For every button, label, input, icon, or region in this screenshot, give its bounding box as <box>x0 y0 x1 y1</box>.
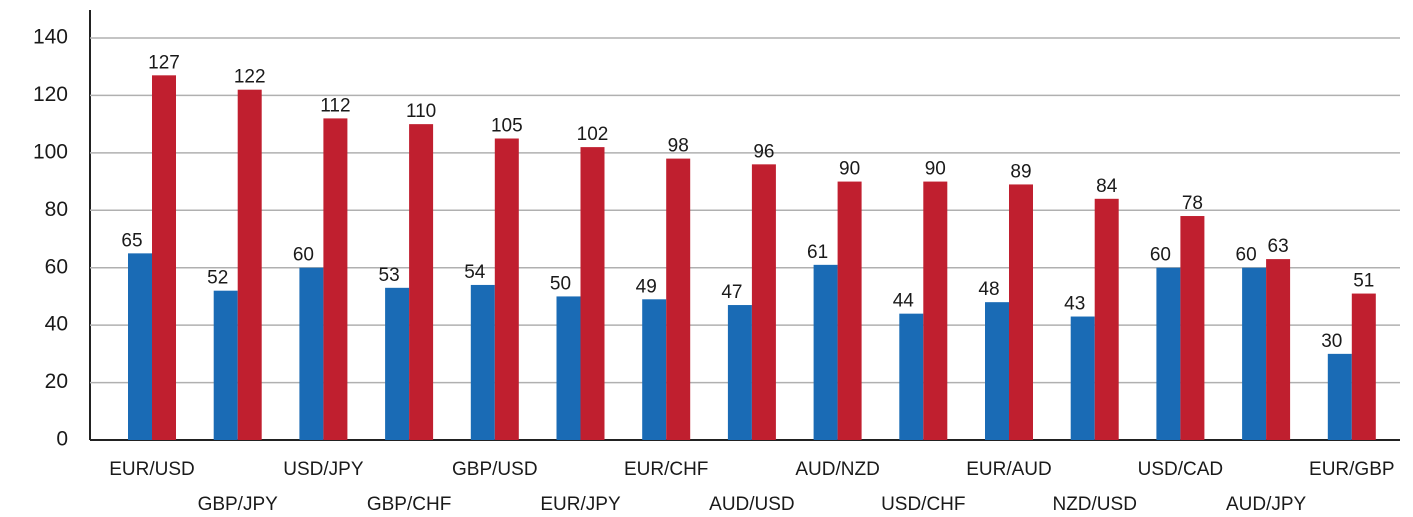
x-tick-label: AUD/JPY <box>1226 494 1307 515</box>
bar <box>1266 259 1291 440</box>
bar <box>1009 184 1033 440</box>
bar <box>1327 353 1352 440</box>
bar <box>751 164 776 441</box>
data-label: 127 <box>148 52 180 73</box>
bar <box>299 267 324 440</box>
bar <box>813 264 838 440</box>
data-label: 102 <box>577 124 609 145</box>
data-label: 44 <box>893 291 915 312</box>
bar <box>1156 267 1181 440</box>
y-tick-label: 60 <box>45 255 68 278</box>
bar <box>323 118 348 441</box>
x-tick-label: EUR/CHF <box>624 459 708 480</box>
data-label: 110 <box>406 101 436 122</box>
bar <box>985 302 1009 440</box>
data-label: 78 <box>1182 193 1203 214</box>
x-tick-label: EUR/JPY <box>540 494 621 515</box>
bar <box>470 284 495 440</box>
bar <box>1094 198 1119 440</box>
data-label: 30 <box>1321 331 1342 352</box>
data-label: 60 <box>1150 245 1171 266</box>
y-tick-label: 40 <box>45 313 68 336</box>
bar <box>899 313 924 440</box>
y-tick-label: 100 <box>33 140 68 163</box>
bar <box>727 305 752 440</box>
data-label: 84 <box>1096 176 1118 197</box>
x-tick-label: GBP/USD <box>452 459 538 480</box>
x-tick-label: GBP/JPY <box>198 494 279 515</box>
x-tick-label: AUD/NZD <box>795 459 879 480</box>
bar <box>409 124 434 441</box>
data-label: 112 <box>320 95 350 116</box>
bar <box>385 287 410 440</box>
x-tick-label: EUR/AUD <box>966 459 1052 480</box>
y-tick-label: 140 <box>33 26 68 49</box>
data-label: 48 <box>978 279 999 300</box>
data-label: 90 <box>925 159 946 180</box>
data-label: 51 <box>1353 271 1374 292</box>
x-tick-label: EUR/USD <box>109 459 195 480</box>
data-label: 47 <box>721 282 742 303</box>
data-label: 90 <box>839 159 860 180</box>
data-label: 98 <box>668 136 689 157</box>
data-label: 60 <box>1236 245 1257 266</box>
data-label: 105 <box>491 116 523 137</box>
data-label: 53 <box>379 265 400 286</box>
bar <box>213 290 238 440</box>
x-tick-label: AUD/USD <box>709 494 795 515</box>
y-tick-label: 80 <box>45 198 68 221</box>
bar <box>494 138 519 440</box>
bar <box>1242 267 1267 440</box>
x-tick-label: USD/CHF <box>881 494 965 515</box>
x-tick-label: USD/CAD <box>1138 459 1224 480</box>
data-label: 89 <box>1010 161 1031 182</box>
data-label: 122 <box>234 67 266 88</box>
data-label: 65 <box>121 230 142 251</box>
bar <box>556 296 581 440</box>
bar <box>837 181 862 441</box>
bar <box>152 75 176 440</box>
bar <box>580 147 605 440</box>
x-tick-label: USD/JPY <box>283 459 364 480</box>
bar <box>1351 293 1376 440</box>
y-tick-label: 0 <box>56 428 68 451</box>
y-tick-label: 120 <box>33 83 68 106</box>
data-label: 50 <box>550 273 571 294</box>
bar <box>1070 316 1095 440</box>
bar <box>642 299 667 440</box>
x-tick-label: NZD/USD <box>1052 494 1136 515</box>
data-label: 52 <box>207 268 228 289</box>
data-label: 63 <box>1268 236 1289 257</box>
y-tick-label: 20 <box>45 370 68 393</box>
data-label: 60 <box>293 245 314 266</box>
data-label: 61 <box>807 242 828 263</box>
data-label: 54 <box>464 262 486 283</box>
bar <box>237 89 262 440</box>
x-tick-label: GBP/CHF <box>367 494 451 515</box>
x-tick-label: EUR/GBP <box>1309 459 1395 480</box>
bar <box>923 181 948 441</box>
data-label: 96 <box>753 141 774 162</box>
bar <box>1180 216 1205 440</box>
bar <box>128 253 152 440</box>
data-label: 43 <box>1064 294 1085 315</box>
data-label: 49 <box>636 276 657 297</box>
bar <box>666 158 691 440</box>
